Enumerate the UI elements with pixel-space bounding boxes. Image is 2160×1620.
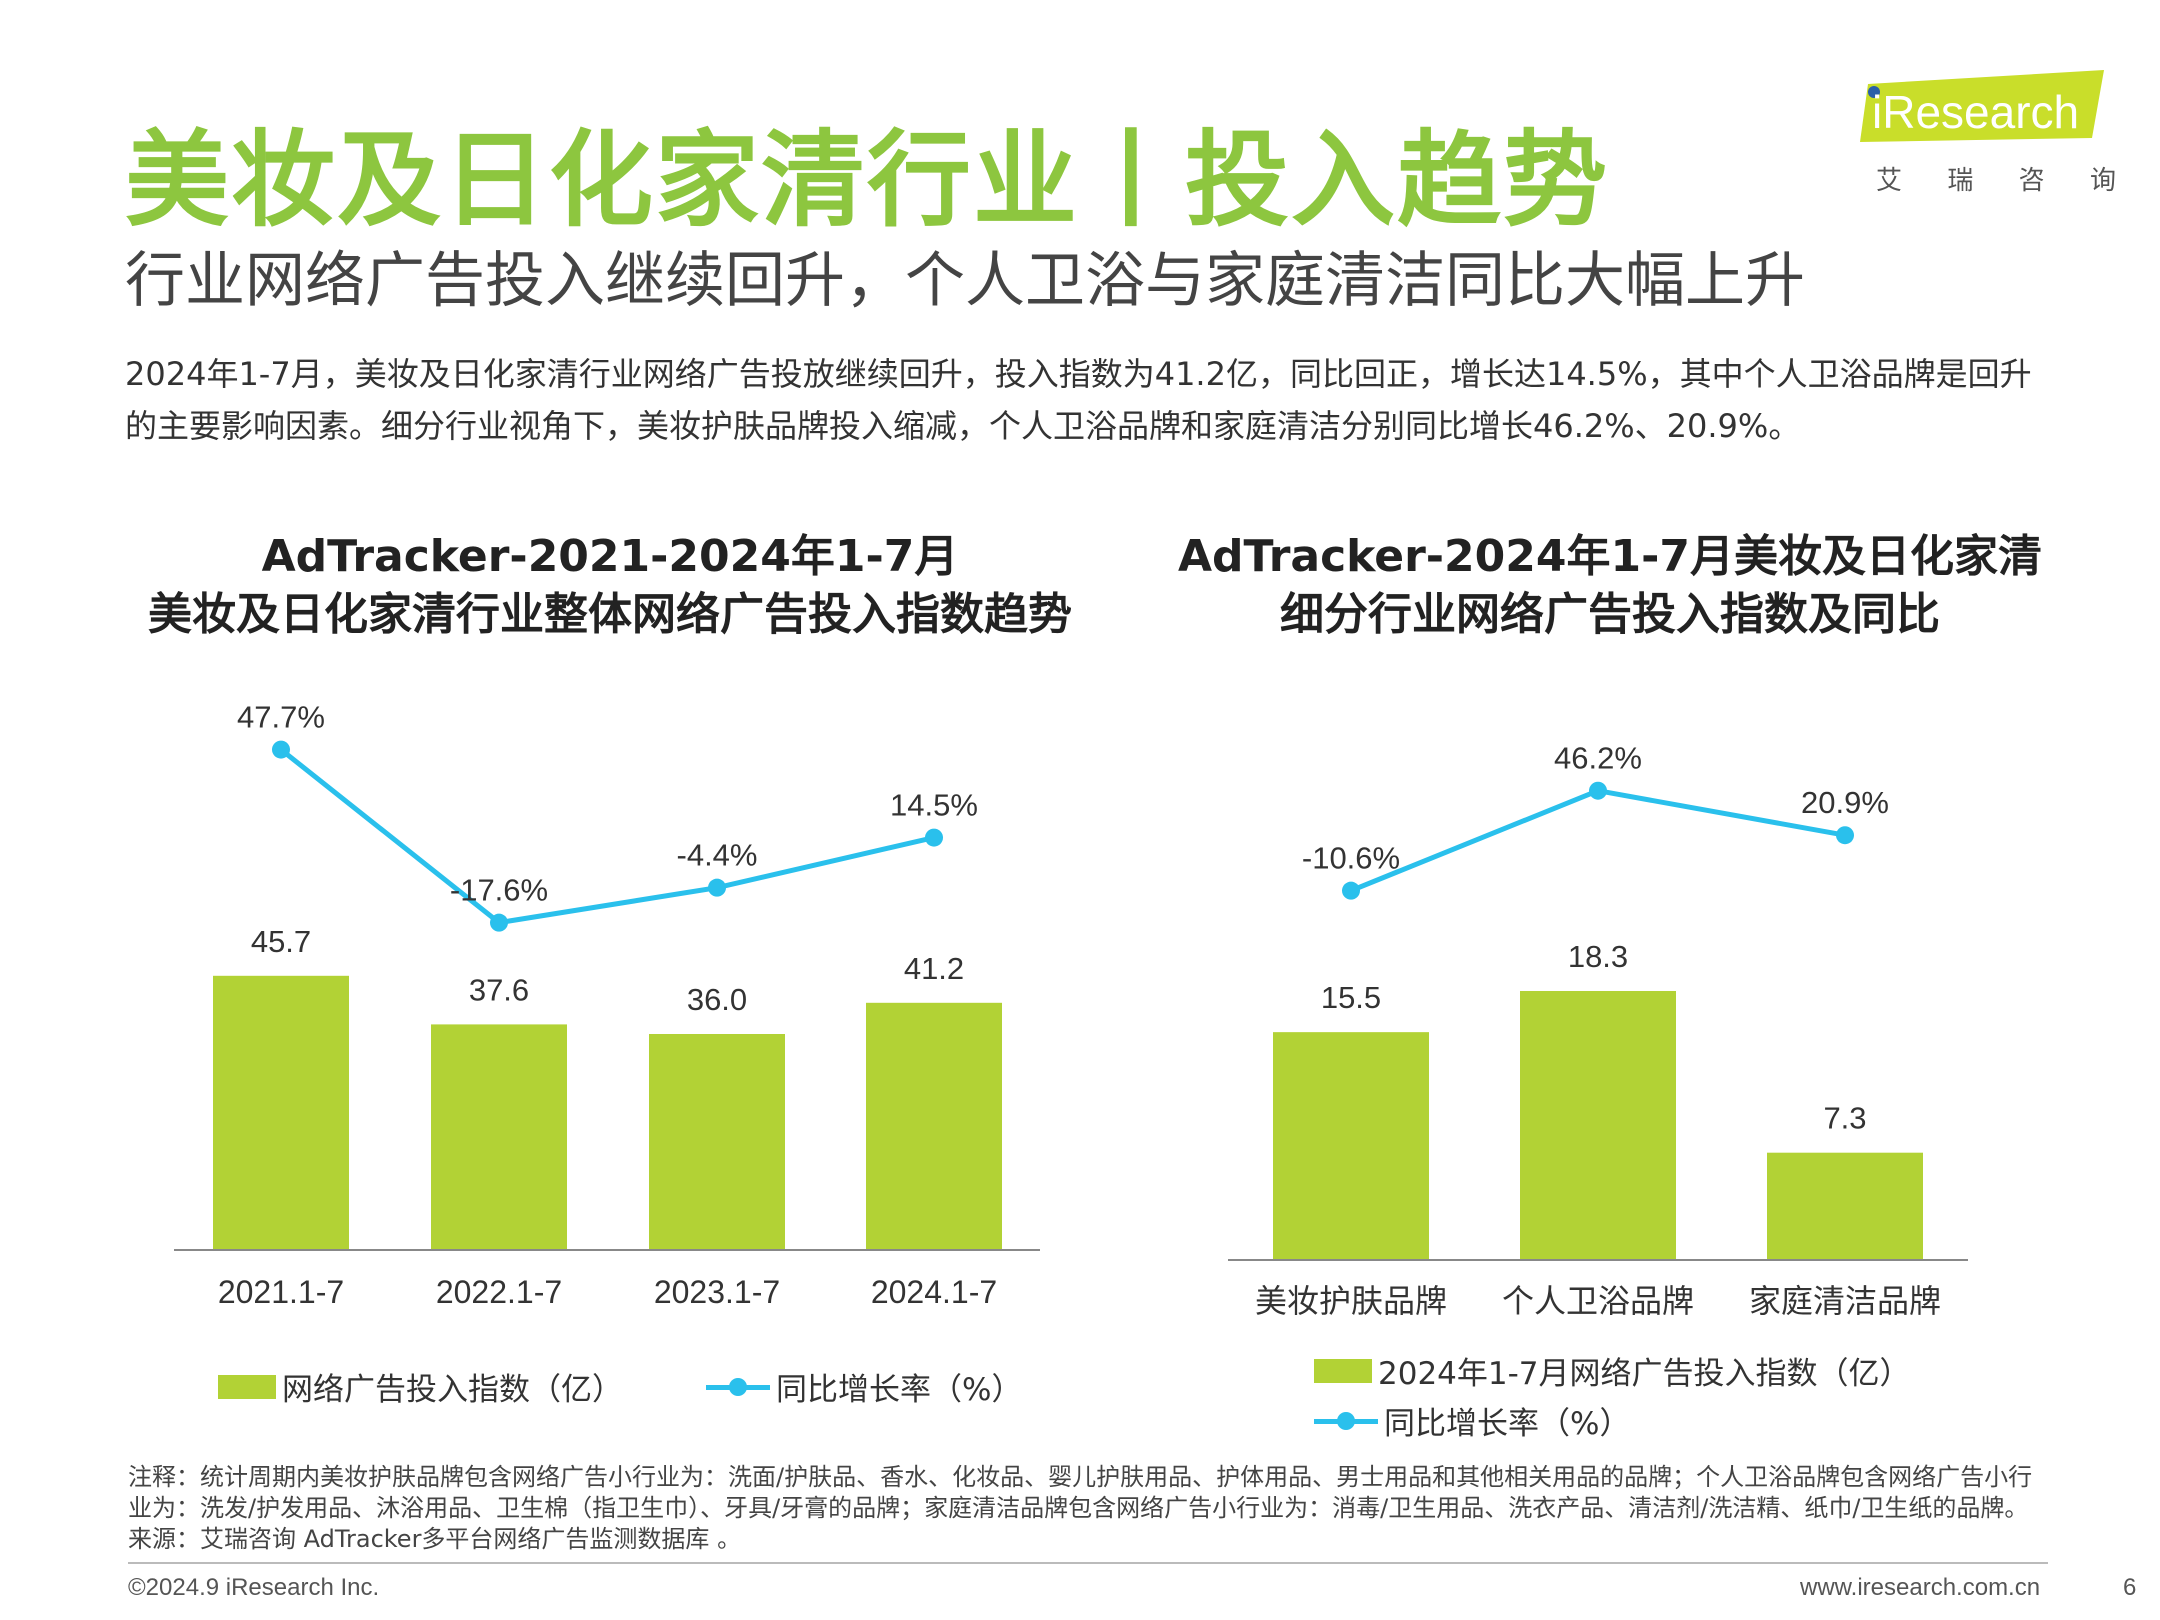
chart2-line-series	[1350, 788, 1846, 893]
footer-divider	[128, 1562, 2048, 1564]
legend-label: 网络广告投入指数（亿）	[282, 1372, 623, 1408]
legend-bar-swatch	[218, 1374, 276, 1399]
chart2-category-label: 家庭清洁品牌	[1749, 1283, 1941, 1319]
legend-line-swatch	[706, 1375, 770, 1399]
chart2-category-label: 美妆护肤品牌	[1255, 1283, 1447, 1319]
iresearch-logo: iResearch 艾 瑞 咨 询	[1860, 70, 2120, 200]
chart2-line-point	[1342, 881, 1360, 900]
logo-chinese-name: 艾 瑞 咨 询	[1876, 160, 2116, 197]
chart2-legend-line: 同比增长率（%）	[1314, 1398, 1630, 1443]
chart2-category-label: 个人卫浴品牌	[1502, 1283, 1694, 1319]
page-number: 6	[2123, 1574, 2137, 1601]
page-title: 美妆及日化家清行业丨投入趋势	[125, 119, 1610, 241]
chart1-category-label: 2022.1-7	[436, 1274, 562, 1310]
chart1-category-label: 2021.1-7	[218, 1274, 344, 1310]
chart1-bar-label: 45.7	[251, 924, 311, 959]
chart2-line-point	[1589, 781, 1607, 800]
chart1-category-label: 2023.1-7	[654, 1274, 780, 1310]
chart1-bar-label: 36.0	[687, 982, 747, 1017]
chart1-bar	[866, 1002, 1002, 1250]
chart2-bar-label: 18.3	[1568, 939, 1628, 974]
chart1-line-series	[279, 747, 935, 926]
chart1-line-label: 14.5%	[890, 788, 978, 823]
chart1-line-point	[272, 740, 290, 759]
chart2-title-line2: 细分行业网络广告投入指数及同比	[1280, 589, 1940, 640]
chart1-line-label: -17.6%	[450, 873, 548, 908]
logo-char: 咨	[2018, 166, 2045, 196]
chart1-bar-label: 41.2	[904, 951, 964, 986]
chart1-bar	[213, 975, 349, 1250]
legend-label: 同比增长率（%）	[1384, 1406, 1631, 1442]
chart2-line-label: -10.6%	[1302, 841, 1400, 876]
note-line: 注释：统计周期内美妆护肤品牌包含网络广告小行业为：洗面/护肤品、香水、化妆品、婴…	[128, 1463, 2033, 1491]
chart1-category-label: 2024.1-7	[871, 1274, 997, 1310]
chart2-legend-bar: 2024年1-7月网络广告投入指数（亿）	[1314, 1348, 1911, 1393]
chart2-bar	[1520, 990, 1676, 1260]
legend-label: 同比增长率（%）	[776, 1372, 1023, 1408]
note-line: 业为：洗发/护发用品、沐浴用品、卫生棉（指卫生巾）、牙具/牙膏的品牌；家庭清洁品…	[128, 1494, 2029, 1522]
legend-label: 2024年1-7月网络广告投入指数（亿）	[1378, 1356, 1911, 1392]
chart1-bar	[649, 1034, 785, 1250]
logo-char: 询	[2089, 166, 2116, 196]
chart2-bar-label: 7.3	[1823, 1101, 1866, 1136]
chart1-title-line1: AdTracker-2021-2024年1-7月	[261, 531, 959, 582]
chart1-bar-label: 37.6	[469, 972, 529, 1007]
chart2-title-line1: AdTracker-2024年1-7月美妆及日化家清	[1177, 531, 2043, 582]
footer-copyright: ©2024.9 iResearch Inc.	[128, 1574, 380, 1601]
footer-website[interactable]: www.iresearch.com.cn	[1800, 1574, 2041, 1601]
notes: 注释：统计周期内美妆护肤品牌包含网络广告小行业为：洗面/护肤品、香水、化妆品、婴…	[128, 1462, 2058, 1555]
chart2-line-label: 20.9%	[1801, 785, 1889, 820]
chart1-title-line2: 美妆及日化家清行业整体网络广告投入指数趋势	[148, 589, 1072, 640]
logo-char: 瑞	[1947, 166, 1974, 196]
chart1-line-label: 47.7%	[237, 700, 325, 735]
chart1-legend-line: 同比增长率（%）	[706, 1364, 1022, 1409]
page-subtitle: 行业网络广告投入继续回升，个人卫浴与家庭清洁同比大幅上升	[125, 246, 1805, 316]
chart2-line-label: 46.2%	[1554, 741, 1642, 776]
chart2-bar	[1767, 1152, 1923, 1260]
chart1-line-label: -4.4%	[677, 838, 758, 873]
chart1-line-point	[490, 913, 508, 932]
source-line: 来源：艾瑞咨询 AdTracker多平台网络广告监测数据库 。	[128, 1525, 742, 1553]
legend-bar-swatch	[1314, 1358, 1372, 1383]
logo-mark: iResearch	[1860, 70, 2104, 142]
chart2-title: AdTracker-2024年1-7月美妆及日化家清 细分行业网络广告投入指数及…	[1130, 528, 2090, 644]
chart1-legend-bar: 网络广告投入指数（亿）	[218, 1364, 623, 1409]
chart1-line-point	[925, 828, 943, 847]
summary-text: 2024年1-7月，美妆及日化家清行业网络广告投放继续回升，投入指数为41.2亿…	[125, 355, 2032, 445]
chart2-bar-label: 15.5	[1321, 980, 1381, 1015]
logo-text: iResearch	[1872, 86, 2079, 138]
chart2-bar	[1273, 1032, 1429, 1260]
logo-char: 艾	[1876, 166, 1903, 196]
chart2-line-point	[1836, 826, 1854, 845]
legend-line-swatch	[1314, 1409, 1378, 1433]
chart1-line-point	[708, 878, 726, 897]
chart1-bar	[431, 1024, 567, 1250]
chart1-title: AdTracker-2021-2024年1-7月 美妆及日化家清行业整体网络广告…	[130, 528, 1090, 644]
